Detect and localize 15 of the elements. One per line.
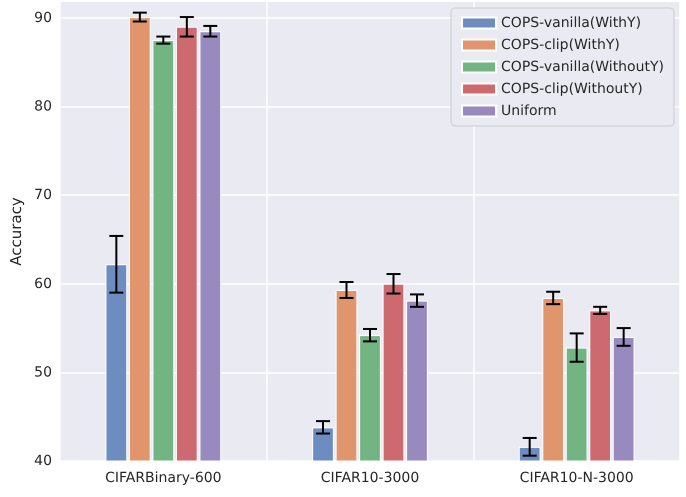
legend-label: Uniform xyxy=(501,103,557,119)
y-tick-label: 80 xyxy=(34,98,52,115)
legend-label: COPS-vanilla(WithY) xyxy=(501,15,642,31)
y-tick-label: 40 xyxy=(34,453,52,469)
x-tick-label: CIFAR10-3000 xyxy=(320,470,420,486)
y-axis-title: Accuracy xyxy=(6,197,25,266)
y-tick-label: 70 xyxy=(34,187,52,204)
y-tick-label: 50 xyxy=(34,364,52,380)
x-tick-label: CIFAR10-N-3000 xyxy=(520,470,634,486)
legend-label: COPS-clip(WithY) xyxy=(501,37,620,53)
y-tick-label: 90 xyxy=(34,10,52,26)
legend-label: COPS-clip(WithoutY) xyxy=(501,81,643,97)
legend-label: COPS-vanilla(WithoutY) xyxy=(501,59,664,75)
y-tick-label: 60 xyxy=(34,276,52,292)
x-tick-label: CIFARBinary-600 xyxy=(105,470,222,486)
